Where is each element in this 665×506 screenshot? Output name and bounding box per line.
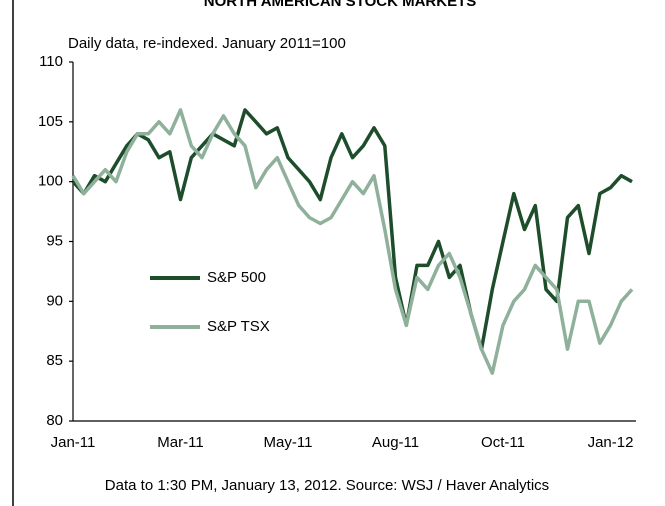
x-tick-label: May-11 — [264, 434, 313, 451]
x-tick-label: Mar-11 — [157, 434, 203, 451]
y-tick-label: 80 — [46, 412, 63, 429]
y-tick-label: 85 — [46, 352, 63, 369]
chart-note: Data to 1:30 PM, January 13, 2012. Sourc… — [105, 477, 549, 494]
legend-label: S&P 500 — [207, 269, 266, 286]
y-tick-label: 105 — [38, 113, 63, 130]
x-tick-label: Aug-11 — [372, 434, 419, 451]
series-line — [71, 108, 633, 351]
y-tick-label: 90 — [46, 292, 63, 309]
legend-label: S&P TSX — [207, 318, 270, 335]
y-tick-label: 100 — [38, 173, 63, 190]
series-line — [71, 108, 634, 375]
y-tick-label: 95 — [46, 232, 63, 249]
y-tick-label: 110 — [39, 53, 63, 70]
chart-subtitle: Daily data, re-indexed. January 2011=100 — [68, 35, 346, 52]
x-tick-label: Jan-11 — [51, 434, 96, 451]
x-tick-label: Jan-12 — [588, 434, 634, 451]
chart-title: NORTH AMERICAN STOCK MARKETS — [204, 0, 477, 10]
x-tick-label: Oct-11 — [481, 434, 525, 451]
